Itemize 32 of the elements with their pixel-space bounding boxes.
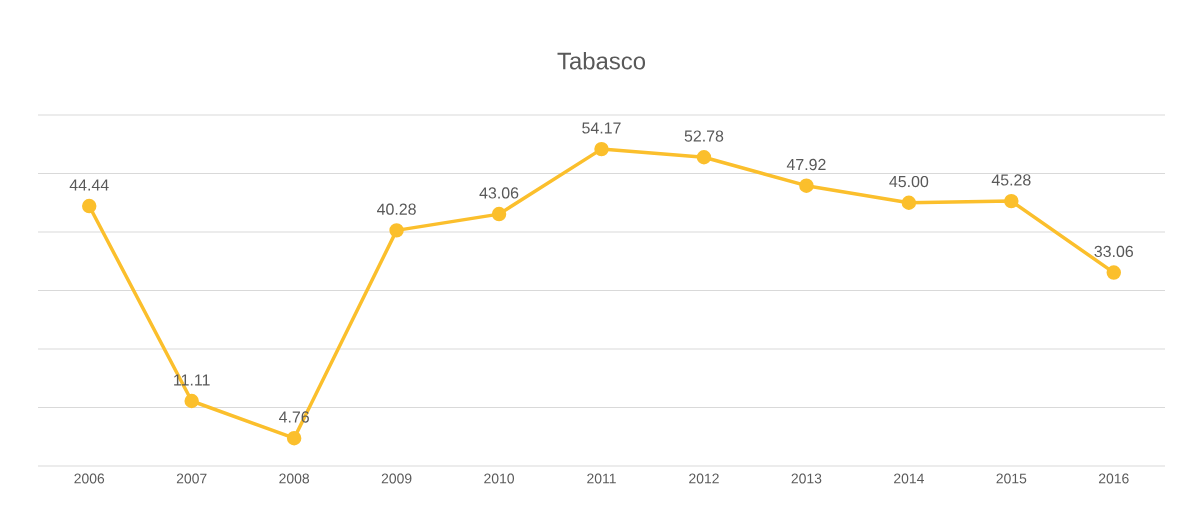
point xyxy=(82,198,97,214)
point xyxy=(491,206,507,222)
x-tick-label: 2009 xyxy=(381,473,412,484)
point xyxy=(594,141,609,157)
point xyxy=(184,393,199,409)
data-label: 43.06 xyxy=(479,187,519,199)
chart-title: Tabasco xyxy=(557,51,646,70)
x-tick-label: 2014 xyxy=(894,473,924,484)
x-tick-label: 2015 xyxy=(996,473,1027,484)
point xyxy=(389,223,404,238)
data-label: 40.28 xyxy=(377,203,416,215)
x-tick-label: 2008 xyxy=(279,473,310,484)
x-tick-label: 2013 xyxy=(791,473,822,484)
point xyxy=(696,150,712,165)
x-tick-label: 2006 xyxy=(74,473,105,484)
data-label: 44.44 xyxy=(69,179,109,191)
point xyxy=(1004,193,1019,209)
point xyxy=(799,178,814,193)
data-label: 52.78 xyxy=(684,130,724,142)
data-label: 45.28 xyxy=(991,174,1031,186)
data-label: 45.00 xyxy=(889,175,929,188)
point xyxy=(901,195,917,210)
x-tick-label: 2012 xyxy=(689,473,719,484)
x-tick-label: 2011 xyxy=(587,473,616,484)
x-tick-label: 2010 xyxy=(484,473,515,484)
point xyxy=(1106,265,1122,280)
x-tick-label: 2007 xyxy=(176,473,207,484)
data-label: 33.06 xyxy=(1094,245,1134,258)
data-label: 47.92 xyxy=(786,158,826,171)
x-tick-label: 2016 xyxy=(1098,473,1129,484)
data-label: 54.17 xyxy=(582,122,621,134)
point xyxy=(286,430,302,446)
